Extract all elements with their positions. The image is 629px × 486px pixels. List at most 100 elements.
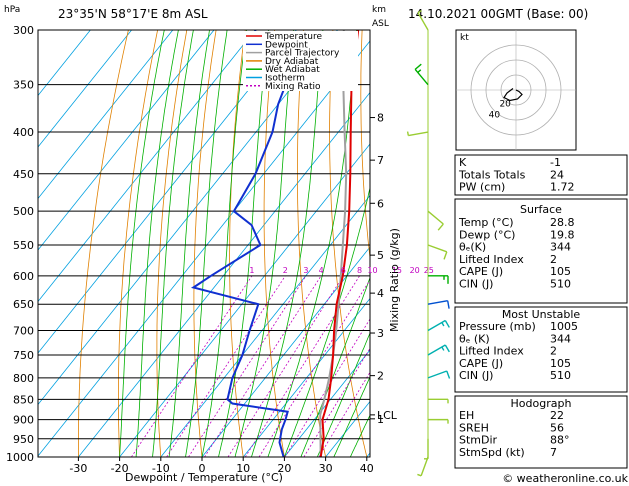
surface-value: 344 bbox=[550, 241, 571, 254]
temperature-line bbox=[319, 30, 360, 457]
hodograph-index-value: 56 bbox=[550, 421, 564, 434]
x-tick-label: 0 bbox=[199, 462, 206, 475]
dry-adiabat-line bbox=[118, 30, 158, 457]
wind-barb-flag bbox=[441, 346, 445, 351]
wet-adiabat-line bbox=[152, 30, 194, 457]
hodograph-index-value: 88° bbox=[550, 434, 570, 447]
mixing-ratio-axis-label: Mixing Ratio (g/kg) bbox=[388, 228, 401, 332]
wind-barb bbox=[427, 300, 450, 309]
mixing-ratio-labels: 1 2 3 4 6 8 10 15 20 25 bbox=[249, 266, 433, 275]
altitude-tick-label: 4 bbox=[377, 287, 384, 300]
legend-entry: Isotherm bbox=[265, 74, 305, 84]
isotherm-line bbox=[119, 143, 370, 457]
wet-adiabat-line bbox=[284, 185, 370, 457]
asl-label: ASL bbox=[372, 19, 389, 29]
isotherm-line bbox=[38, 30, 297, 354]
isotherm-line bbox=[38, 30, 174, 200]
wind-barb-flag bbox=[446, 370, 451, 379]
most-unstable-value: 2 bbox=[550, 345, 557, 358]
wet-adiabat-line bbox=[218, 30, 270, 457]
isotherm-line bbox=[38, 30, 215, 251]
isotherm-line bbox=[78, 91, 370, 457]
hodograph-index-label: EH bbox=[459, 409, 474, 422]
legend-entry: Dewpoint bbox=[265, 40, 308, 50]
mixing-ratio-line bbox=[244, 275, 360, 457]
wind-barb-staff bbox=[427, 210, 444, 225]
wet-adiabat-line bbox=[185, 30, 228, 457]
wind-barb-flag bbox=[444, 320, 450, 328]
pressure-tick-label: 450 bbox=[13, 168, 34, 181]
hodograph-index-label: SREH bbox=[459, 421, 489, 434]
mixing-ratio-label: 10 bbox=[367, 266, 377, 275]
wind-barb bbox=[424, 438, 429, 460]
surface-label: CAPE (J) bbox=[459, 265, 503, 278]
basic-indices-box bbox=[454, 154, 628, 196]
hodograph-ring-label: 20 bbox=[499, 100, 511, 110]
pressure-tick-label: 700 bbox=[13, 325, 34, 338]
x-tick-label: 20 bbox=[277, 462, 291, 475]
basic-index-label: Totals Totals bbox=[458, 168, 526, 181]
wind-barb-flag bbox=[417, 473, 422, 477]
mixing-ratio-line bbox=[131, 275, 253, 457]
altitude-tick-label: 8 bbox=[377, 112, 384, 125]
wind-barb-staff bbox=[427, 300, 448, 305]
x-tick-label: 30 bbox=[319, 462, 333, 475]
surface-value: 510 bbox=[550, 278, 571, 291]
wind-barb bbox=[427, 244, 448, 260]
legend-entry: Wet Adiabat bbox=[265, 65, 320, 75]
wind-barb-flag bbox=[437, 223, 444, 231]
wind-barb bbox=[417, 456, 429, 477]
wind-barb-flag bbox=[441, 322, 445, 327]
basic-index-label: K bbox=[459, 156, 467, 169]
wind-barb-staff bbox=[427, 370, 448, 379]
most-unstable-value: 344 bbox=[550, 332, 571, 345]
basic-index-label: PW (cm) bbox=[459, 181, 505, 194]
isotherm-line bbox=[38, 30, 256, 303]
pressure-tick-labels: 300 350 400 450 500 550 600 650 700 750 800 850 900 9… bbox=[6, 24, 34, 464]
wind-barb-staff bbox=[414, 68, 429, 86]
wind-barb bbox=[428, 398, 449, 404]
hodograph-indices-box bbox=[454, 395, 628, 469]
surface-label: θₑ(K) bbox=[459, 241, 486, 254]
mixing-ratio-line bbox=[188, 275, 307, 457]
surface-label: Lifted Index bbox=[459, 253, 524, 266]
basic-index-value: 24 bbox=[550, 168, 564, 181]
wind-barb bbox=[427, 344, 450, 356]
surface-title: Surface bbox=[520, 203, 562, 216]
isotherm-line bbox=[38, 30, 132, 148]
hodograph-index-label: StmSpd (kt) bbox=[459, 446, 525, 459]
pressure-tick-label: 500 bbox=[13, 205, 34, 218]
mixing-ratio-label: 2 bbox=[283, 266, 288, 275]
wind-barb bbox=[427, 210, 444, 231]
most-unstable-value: 510 bbox=[550, 369, 571, 382]
isotherm-line bbox=[242, 297, 370, 457]
legend-entry: Mixing Ratio bbox=[265, 82, 321, 92]
altitude-tick-label: LCL bbox=[377, 409, 398, 422]
x-tick-label: 40 bbox=[360, 462, 374, 475]
wet-adiabat-line bbox=[317, 331, 370, 457]
wind-barb-staff bbox=[420, 456, 429, 477]
most-unstable-box bbox=[454, 306, 628, 393]
most-unstable-value: 1005 bbox=[550, 320, 578, 333]
hodograph-index-value: 7 bbox=[550, 446, 557, 459]
x-axis-label: Dewpoint / Temperature (°C) bbox=[125, 471, 283, 484]
pressure-tick-label: 1000 bbox=[6, 451, 34, 464]
hodograph-trace bbox=[503, 88, 523, 102]
surface-value: 28.8 bbox=[550, 216, 575, 229]
pressure-tick-label: 800 bbox=[13, 372, 34, 385]
legend-box bbox=[243, 31, 358, 91]
datetime-title: 14.10.2021 00GMT (Base: 00) bbox=[408, 7, 588, 21]
hodograph-indices-title: Hodograph bbox=[511, 397, 572, 410]
dry-adiabat-line bbox=[156, 30, 188, 457]
mixing-ratio-line bbox=[166, 275, 286, 457]
wind-barb-staff bbox=[417, 12, 429, 31]
altitude-tick-label: 3 bbox=[377, 327, 384, 340]
hodograph-ring-label: 40 bbox=[489, 110, 501, 120]
pressure-tick-label: 850 bbox=[13, 393, 34, 406]
mixing-ratio-label: 6 bbox=[341, 266, 346, 275]
wind-barb bbox=[417, 10, 429, 31]
altitude-tick-label: 7 bbox=[377, 154, 384, 167]
indices-panel: K -1 Totals Totals 24 PW (cm) 1.72 Surface Temp… bbox=[454, 154, 628, 469]
